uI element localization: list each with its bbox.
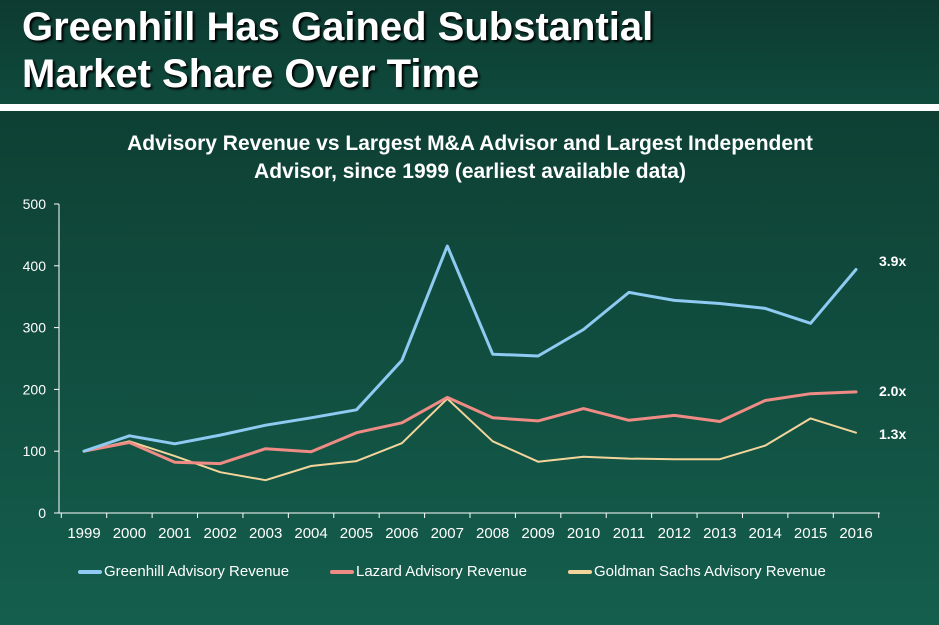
x-tick-label-2015: 2015	[794, 525, 827, 542]
x-tick-label-2000: 2000	[113, 525, 146, 542]
x-tick-label-2007: 2007	[431, 525, 464, 542]
legend-item-goldman: Goldman Sachs Advisory Revenue	[568, 563, 826, 580]
y-tick-label-400: 400	[23, 258, 47, 274]
legend-item-greenhill: Greenhill Advisory Revenue	[78, 563, 289, 580]
x-tick-label-2006: 2006	[385, 525, 418, 542]
page-title-line-2: Market Share Over Time	[22, 52, 480, 96]
series-line-goldman	[83, 397, 857, 482]
title-divider	[0, 104, 939, 111]
x-tick-label-1999: 1999	[67, 525, 100, 542]
legend-label-lazard: Lazard Advisory Revenue	[356, 563, 527, 580]
chart-title-line-2: Advisor, since 1999 (earliest available …	[254, 160, 686, 183]
x-tick-label-2014: 2014	[748, 525, 781, 542]
y-tick-label-500: 500	[23, 196, 47, 212]
x-tick-label-2010: 2010	[567, 525, 600, 542]
legend-label-goldman: Goldman Sachs Advisory Revenue	[594, 563, 826, 580]
y-tick-label-0: 0	[38, 505, 46, 521]
chart-legend: Greenhill Advisory Revenue Lazard Adviso…	[78, 563, 898, 583]
x-tick-label-2008: 2008	[476, 525, 509, 542]
y-tick-label-100: 100	[23, 443, 47, 459]
end-label-greenhill: 3.9x	[879, 253, 906, 269]
end-label-lazard: 2.0x	[879, 383, 906, 399]
legend-swatch-lazard	[330, 569, 354, 574]
legend-item-lazard: Lazard Advisory Revenue	[330, 563, 527, 580]
title-banner: Greenhill Has Gained Substantial Market …	[0, 0, 939, 103]
legend-swatch-greenhill	[78, 569, 102, 574]
x-tick-label-2016: 2016	[839, 525, 872, 542]
x-tick-label-2005: 2005	[340, 525, 373, 542]
x-tick-label-2003: 2003	[249, 525, 282, 542]
x-tick-label-2001: 2001	[158, 525, 191, 542]
chart-title-line-1: Advisory Revenue vs Largest M&A Advisor …	[127, 132, 813, 155]
legend-label-greenhill: Greenhill Advisory Revenue	[104, 563, 290, 580]
y-tick-label-300: 300	[23, 320, 47, 336]
series-line-greenhill	[82, 244, 858, 453]
page-title-line-1: Greenhill Has Gained Substantial	[22, 5, 654, 49]
chart-title: Advisory Revenue vs Largest M&A Advisor …	[60, 130, 880, 186]
series-line-lazard	[82, 390, 858, 466]
x-tick-label-2009: 2009	[521, 525, 554, 542]
chart-panel	[0, 111, 939, 625]
legend-swatch-goldman	[568, 569, 592, 574]
x-tick-label-2013: 2013	[703, 525, 736, 542]
end-label-goldman: 1.3x	[879, 426, 906, 442]
x-tick-label-2011: 2011	[613, 525, 645, 542]
page-title: Greenhill Has Gained Substantial Market …	[22, 4, 653, 98]
x-tick-label-2004: 2004	[294, 525, 327, 542]
x-tick-label-2002: 2002	[204, 525, 237, 542]
x-tick-label-2012: 2012	[658, 525, 691, 542]
y-tick-label-200: 200	[23, 381, 47, 397]
